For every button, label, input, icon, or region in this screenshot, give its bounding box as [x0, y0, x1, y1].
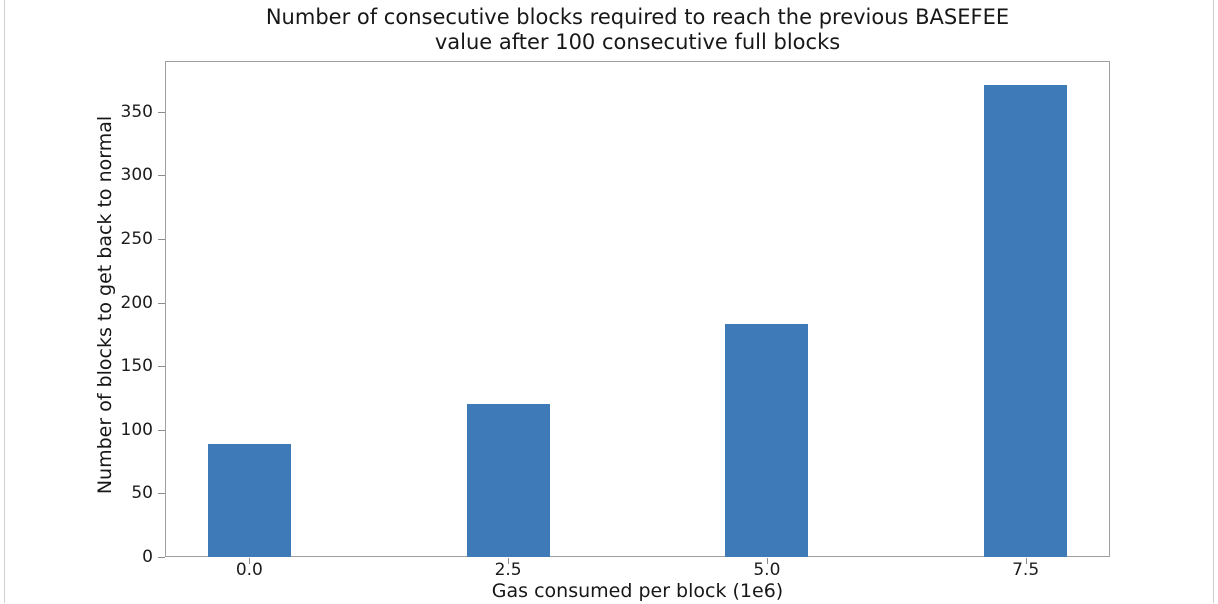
y-tick-mark: [158, 239, 165, 241]
chart-title: Number of consecutive blocks required to…: [165, 5, 1110, 55]
x-tick-mark: [766, 558, 768, 564]
y-tick-mark: [158, 175, 165, 177]
x-tick-mark: [249, 558, 251, 564]
y-tick-mark: [158, 366, 165, 368]
x-tick-label: 0.0: [235, 560, 263, 580]
x-tick-label: 5.0: [753, 560, 781, 580]
y-tick-mark: [158, 111, 165, 113]
y-tick-label: 350: [120, 101, 153, 122]
chart-title-line1: Number of consecutive blocks required to…: [265, 5, 1010, 29]
y-tick-label: 250: [120, 229, 153, 250]
chart-title-line2: value after 100 consecutive full blocks: [434, 30, 841, 54]
y-tick-mark: [158, 493, 165, 495]
x-axis-label: Gas consumed per block (1e6): [491, 580, 784, 602]
bar-2.5: [466, 404, 550, 557]
y-tick-label: 200: [120, 292, 153, 313]
bar-7.5: [984, 85, 1068, 557]
y-tick-mark: [158, 557, 165, 558]
y-tick-label: 100: [120, 419, 153, 440]
y-tick-label: 150: [120, 356, 153, 377]
y-tick-label: 300: [120, 165, 153, 186]
y-tick-mark: [158, 302, 165, 304]
bar-0.0: [207, 443, 291, 557]
bar-5.0: [725, 324, 809, 557]
y-tick-mark: [158, 429, 165, 431]
y-tick-label: 0: [142, 547, 153, 567]
x-tick-label: 7.5: [1012, 560, 1040, 580]
y-tick-label: 50: [131, 483, 153, 504]
x-tick-mark: [1025, 558, 1027, 564]
x-tick-mark: [508, 558, 510, 564]
x-tick-label: 2.5: [494, 560, 522, 580]
plot-area: [165, 61, 1110, 557]
